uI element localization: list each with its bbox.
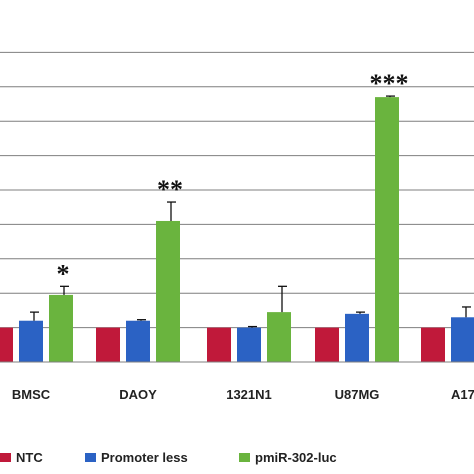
bar-u87mg-pmir-302-luc (375, 97, 399, 363)
bar-daoy-ntc (96, 327, 120, 362)
bar-u87mg-ntc (315, 327, 339, 362)
bar-daoy-pmir-302-luc (156, 220, 180, 362)
significance-markers: ****** (57, 69, 409, 288)
category-label-1321n1: 1321N1 (226, 387, 272, 402)
bar-a17-ntc (421, 327, 445, 362)
category-labels: BMSC DAOY 1321N1 U87MG A17 (12, 387, 474, 402)
legend: NTC Promoter less pmiR-302-luc (0, 450, 337, 465)
category-label-a17: A17 (451, 387, 474, 402)
bar-a17-promoter-less (451, 317, 474, 362)
legend-swatch-promoter-less (85, 453, 96, 462)
bar-bmsc-promoter-less (19, 320, 43, 362)
error-bars (30, 95, 471, 328)
bar-u87mg-promoter-less (345, 313, 369, 362)
bar-bmsc-pmir-302-luc (49, 294, 73, 362)
bar-bmsc-ntc (0, 327, 13, 362)
category-label-u87mg: U87MG (335, 387, 380, 402)
bar-1321n1-pmir-302-luc (267, 312, 291, 362)
legend-label-ntc: NTC (16, 450, 43, 465)
bar-daoy-promoter-less (126, 320, 150, 362)
gridlines (0, 51, 474, 363)
legend-swatch-ntc (0, 453, 11, 462)
legend-swatch-pmir-302-luc (239, 453, 250, 462)
category-label-bmsc: BMSC (12, 387, 51, 402)
bars (0, 97, 474, 363)
category-label-daoy: DAOY (119, 387, 157, 402)
significance-u87mg: *** (370, 69, 409, 98)
legend-label-pmir-302-luc: pmiR-302-luc (255, 450, 337, 465)
bar-1321n1-ntc (207, 327, 231, 362)
significance-daoy: ** (157, 175, 183, 204)
legend-label-promoter-less: Promoter less (101, 450, 188, 465)
significance-bmsc: * (57, 259, 70, 288)
bar-1321n1-promoter-less (237, 327, 261, 362)
